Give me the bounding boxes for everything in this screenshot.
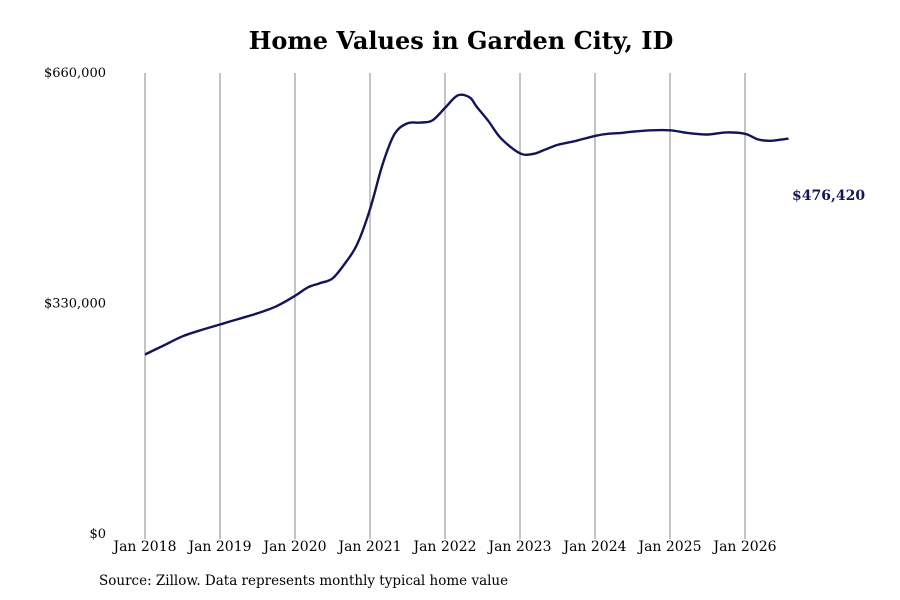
chart-title: Home Values in Garden City, ID <box>248 26 674 55</box>
x-tick-label: Jan 2026 <box>711 539 776 555</box>
x-tick-label: Jan 2024 <box>561 539 626 555</box>
y-tick-label: $660,000 <box>44 66 106 81</box>
x-tick-label: Jan 2018 <box>111 539 176 555</box>
x-tick-label: Jan 2025 <box>636 539 701 555</box>
y-axis-tick-labels: $0 $330,000 $660,000 <box>44 66 106 542</box>
y-tick-label: $0 <box>89 527 106 542</box>
y-tick-label: $330,000 <box>44 297 106 312</box>
x-tick-label: Jan 2023 <box>486 539 551 555</box>
vertical-gridlines <box>144 73 746 539</box>
x-tick-label: Jan 2020 <box>261 539 326 555</box>
latest-value-label: $476,420 <box>792 188 865 204</box>
x-axis-tick-labels: Jan 2018 Jan 2019 Jan 2020 Jan 2021 Jan 2022… <box>111 539 776 555</box>
series-lines <box>144 93 789 356</box>
series-line-0 <box>144 93 789 356</box>
source-note: Source: Zillow. Data represents monthly … <box>99 573 509 589</box>
x-tick-label: Jan 2019 <box>186 539 251 555</box>
x-tick-label: Jan 2021 <box>336 539 401 555</box>
x-tick-label: Jan 2022 <box>411 539 476 555</box>
